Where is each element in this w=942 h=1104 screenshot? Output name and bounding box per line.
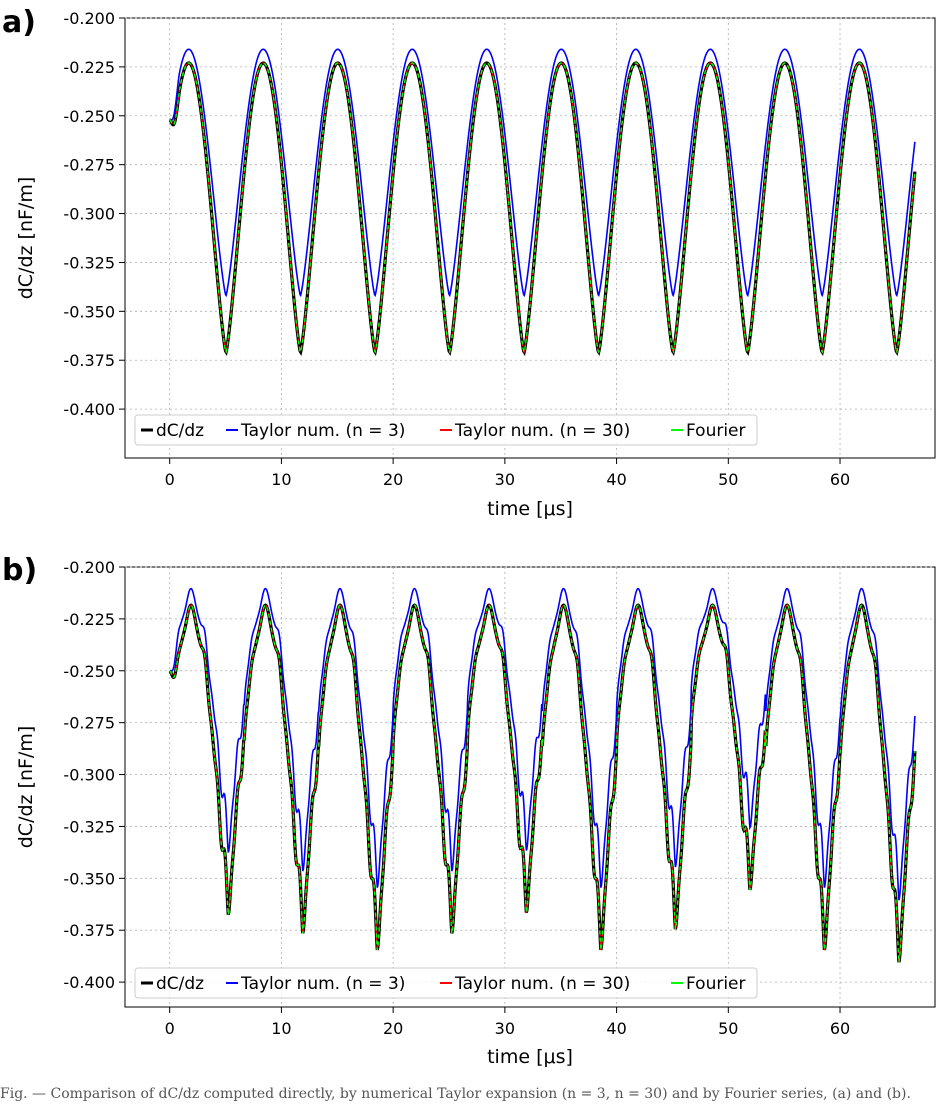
y-axis-label-a: dC/dz [nF/m] (15, 177, 37, 300)
legend-label-fourier-a: Fourier (686, 421, 746, 441)
ticks-a: 0 10 20 30 40 50 60 -0.200 -0.225 -0.250 -0.275 -0.… (63, 9, 850, 489)
plot-area-b (124, 566, 936, 1008)
x-tick-label: 50 (718, 470, 738, 489)
x-tick-label: 0 (165, 470, 175, 489)
x-tick-label: 30 (495, 470, 515, 489)
y-tick-label: -0.400 (63, 973, 115, 992)
y-tick-label: -0.350 (63, 869, 115, 888)
y-tick-label: -0.375 (63, 921, 115, 940)
series-line-a-2 (169, 48, 916, 298)
ylabel-b: dC/dz [nF/m] (15, 726, 37, 849)
y-tick-label: -0.275 (63, 714, 115, 733)
x-tick-label: 60 (830, 470, 850, 489)
y-tick-label: -0.200 (63, 9, 115, 28)
y-tick-label: -0.300 (63, 766, 115, 785)
y-tick-label: -0.375 (63, 351, 115, 370)
x-tick-label: 40 (606, 1019, 626, 1038)
curves-a (168, 48, 917, 356)
x-tick-label: 20 (383, 1019, 403, 1038)
x-axis-label-a: time [μs] (487, 498, 573, 520)
x-tick-label: 20 (383, 470, 403, 489)
series-line-b-2 (169, 587, 916, 901)
y-tick-label: -0.325 (63, 817, 115, 836)
legend-label-dcdz-b: dC/dz (156, 974, 204, 994)
x-tick-label: 10 (271, 470, 291, 489)
x-tick-label: 0 (165, 1019, 175, 1038)
x-axis-label-b: time [μs] (487, 1046, 573, 1068)
legend-b: dC/dz Taylor num. (n = 3) Taylor num. (n… (134, 967, 758, 999)
panel-label-a: a) (2, 5, 36, 40)
panel-label-b: b) (2, 553, 37, 588)
series-line-b-4 (169, 604, 916, 963)
legend-label-taylor30-a: Taylor num. (n = 30) (454, 421, 630, 441)
series-line-b-3 (169, 604, 916, 963)
plot-area-a (124, 17, 936, 459)
x-tick-label: 10 (271, 1019, 291, 1038)
legend-label-taylor30-b: Taylor num. (n = 30) (454, 974, 630, 994)
y-tick-label: -0.200 (63, 558, 115, 577)
y-tick-label: -0.350 (63, 302, 115, 321)
y-tick-label: -0.400 (63, 400, 115, 419)
legend-label-taylor3-b: Taylor num. (n = 3) (240, 974, 405, 994)
y-tick-label: -0.275 (63, 156, 115, 175)
panel-b: 0 10 20 30 40 50 60 -0.200 -0.225 -0.250 -0.275 -0.… (2, 553, 936, 1068)
y-tick-label: -0.225 (63, 58, 115, 77)
y-axis-label-b: dC/dz [nF/m] (15, 726, 37, 849)
legend-label-dcdz-a: dC/dz (156, 421, 204, 441)
figure-caption: Fig. — Comparison of dC/dz computed dire… (0, 1086, 911, 1102)
x-tick-label: 60 (830, 1019, 850, 1038)
x-tick-label: 40 (606, 470, 626, 489)
y-tick-label: -0.250 (63, 662, 115, 681)
legend-label-taylor3-a: Taylor num. (n = 3) (240, 421, 405, 441)
y-tick-label: -0.300 (63, 205, 115, 224)
x-tick-label: 30 (495, 1019, 515, 1038)
x-tick-label: 50 (718, 1019, 738, 1038)
y-tick-label: -0.225 (63, 610, 115, 629)
series-line-a-4 (169, 62, 916, 354)
ticks-b: 0 10 20 30 40 50 60 -0.200 -0.225 -0.250 -0.275 -0.… (63, 558, 850, 1038)
y-tick-label: -0.250 (63, 107, 115, 126)
y-tick-label: -0.325 (63, 253, 115, 272)
legend-a: dC/dz Taylor num. (n = 3) Taylor num. (n… (134, 414, 758, 446)
legend-label-fourier-b: Fourier (686, 974, 746, 994)
curves-b (168, 587, 917, 963)
ylabel-a: dC/dz [nF/m] (15, 177, 37, 300)
panel-a: 0 10 20 30 40 50 60 -0.200 -0.225 -0.250 -0.275 -0.… (2, 5, 936, 520)
